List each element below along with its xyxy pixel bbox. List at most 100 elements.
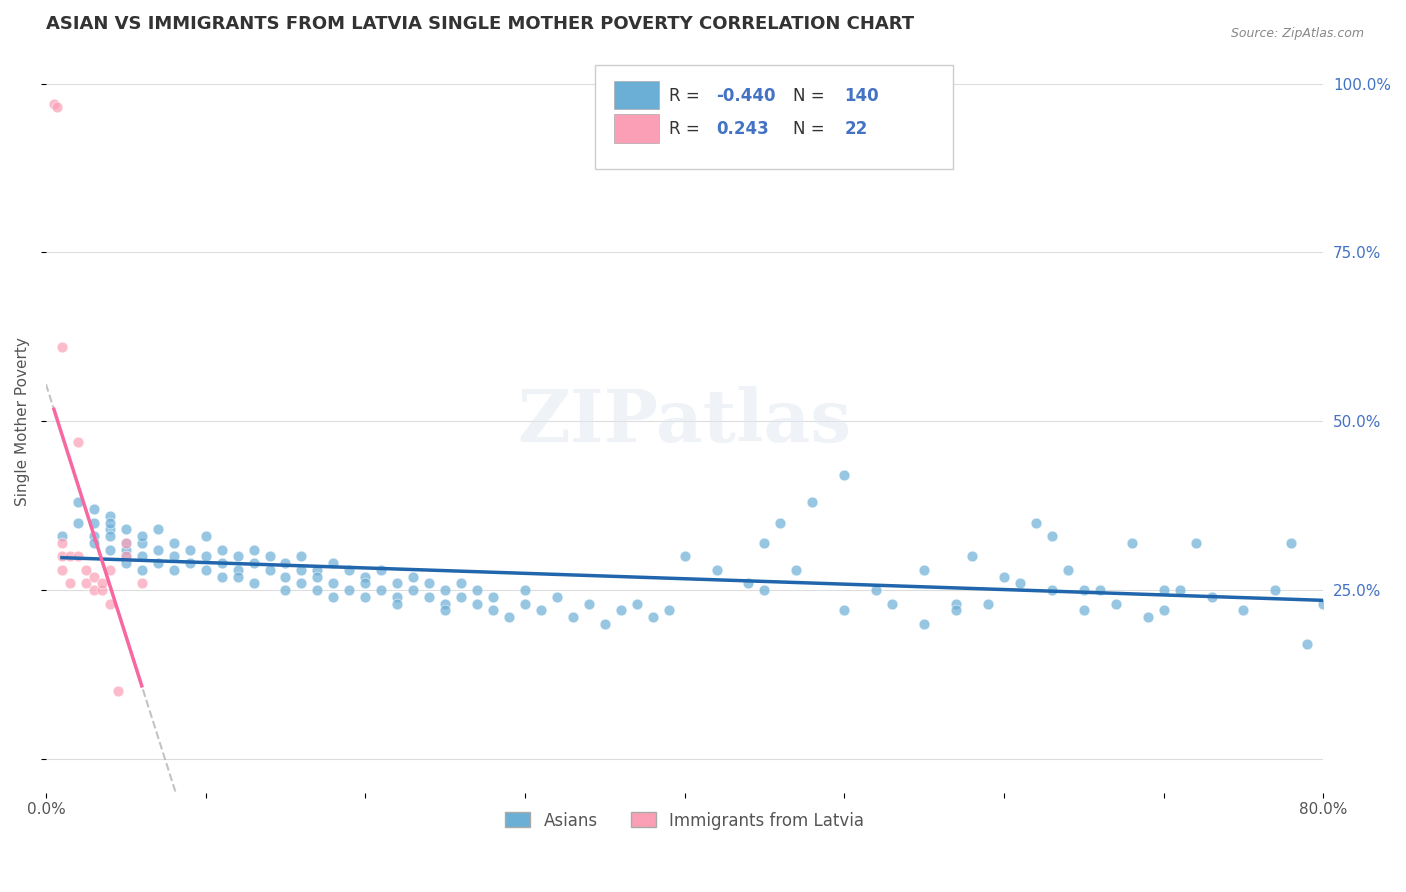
Immigrants from Latvia [51,549,73,564]
Asians [1088,583,1111,598]
Text: ASIAN VS IMMIGRANTS FROM LATVIA SINGLE MOTHER POVERTY CORRELATION CHART: ASIAN VS IMMIGRANTS FROM LATVIA SINGLE M… [46,15,914,33]
Y-axis label: Single Mother Poverty: Single Mother Poverty [15,337,30,506]
Asians [114,556,136,570]
Text: Source: ZipAtlas.com: Source: ZipAtlas.com [1230,27,1364,40]
FancyBboxPatch shape [614,114,659,143]
Asians [98,508,121,523]
Asians [98,529,121,543]
Immigrants from Latvia [90,583,112,598]
Asians [882,597,904,611]
Asians [114,522,136,536]
Asians [1153,583,1175,598]
Asians [1279,536,1302,550]
Asians [259,549,281,564]
Asians [179,542,201,557]
Asians [307,563,329,577]
Asians [114,549,136,564]
Asians [290,549,312,564]
Asians [498,610,520,624]
Asians [131,529,153,543]
Text: R =: R = [669,87,706,105]
Asians [561,610,583,624]
Immigrants from Latvia [66,434,89,449]
Asians [194,563,217,577]
Asians [832,468,855,483]
Asians [370,563,392,577]
Immigrants from Latvia [83,569,105,583]
Asians [322,590,344,604]
Asians [465,597,488,611]
Asians [434,597,457,611]
Asians [1312,597,1334,611]
Asians [242,576,264,591]
Asians [960,549,983,564]
Asians [993,569,1015,583]
Asians [912,563,935,577]
Asians [83,516,105,530]
Asians [1201,590,1223,604]
Asians [387,597,409,611]
Asians [593,616,616,631]
Asians [626,597,648,611]
Asians [1025,516,1047,530]
Asians [83,502,105,516]
Asians [370,583,392,598]
Asians [98,542,121,557]
Asians [482,590,505,604]
Text: ZIPatlas: ZIPatlas [517,385,852,457]
Immigrants from Latvia [51,563,73,577]
Asians [578,597,600,611]
Asians [290,563,312,577]
Asians [51,529,73,543]
Immigrants from Latvia [66,549,89,564]
Asians [754,583,776,598]
Asians [865,583,887,598]
Asians [387,576,409,591]
Text: N =: N = [793,87,830,105]
Text: 140: 140 [844,87,879,105]
Asians [801,495,824,509]
Asians [387,590,409,604]
Immigrants from Latvia [114,536,136,550]
Asians [402,583,425,598]
FancyBboxPatch shape [595,65,953,169]
Immigrants from Latvia [75,563,97,577]
Immigrants from Latvia [59,576,82,591]
FancyBboxPatch shape [614,81,659,109]
Asians [146,542,169,557]
Asians [1296,637,1319,651]
Immigrants from Latvia [107,684,129,698]
Asians [513,597,536,611]
Asians [1008,576,1031,591]
Text: 0.243: 0.243 [717,120,769,138]
Asians [354,576,377,591]
Text: N =: N = [793,120,830,138]
Asians [83,529,105,543]
Text: 22: 22 [844,120,868,138]
Asians [450,590,472,604]
Asians [66,516,89,530]
Asians [1121,536,1143,550]
Asians [242,542,264,557]
Asians [434,603,457,617]
Asians [163,563,186,577]
Asians [769,516,792,530]
Asians [354,590,377,604]
Asians [610,603,633,617]
Asians [513,583,536,598]
Asians [530,603,553,617]
Text: -0.440: -0.440 [717,87,776,105]
Asians [945,597,967,611]
Immigrants from Latvia [83,583,105,598]
Text: R =: R = [669,120,706,138]
Asians [274,583,297,598]
Immigrants from Latvia [90,576,112,591]
Asians [163,549,186,564]
Asians [242,556,264,570]
Asians [1105,597,1128,611]
Immigrants from Latvia [59,549,82,564]
Asians [1184,536,1206,550]
Asians [322,556,344,570]
Asians [977,597,1000,611]
Asians [1232,603,1254,617]
